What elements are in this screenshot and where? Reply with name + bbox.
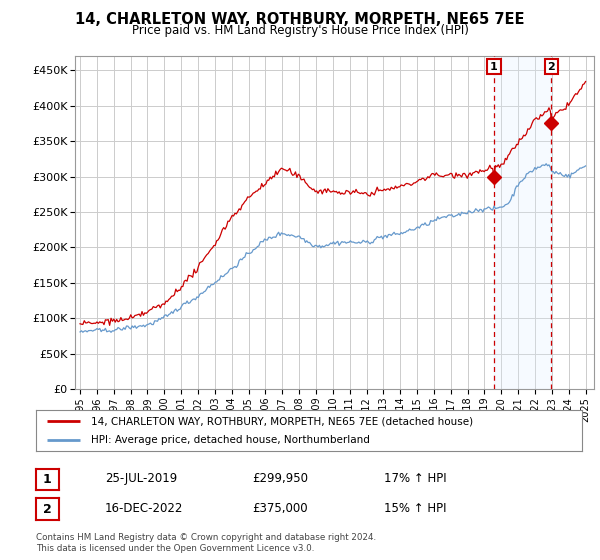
- Bar: [494, 56, 551, 389]
- Text: 15% ↑ HPI: 15% ↑ HPI: [384, 502, 446, 515]
- Text: 16-DEC-2022: 16-DEC-2022: [105, 502, 184, 515]
- Text: 1: 1: [43, 473, 52, 486]
- Text: 14, CHARLETON WAY, ROTHBURY, MORPETH, NE65 7EE (detached house): 14, CHARLETON WAY, ROTHBURY, MORPETH, NE…: [91, 417, 473, 426]
- Text: Price paid vs. HM Land Registry's House Price Index (HPI): Price paid vs. HM Land Registry's House …: [131, 24, 469, 37]
- Text: £375,000: £375,000: [252, 502, 308, 515]
- Text: 2: 2: [43, 502, 52, 516]
- Text: Contains HM Land Registry data © Crown copyright and database right 2024.
This d: Contains HM Land Registry data © Crown c…: [36, 533, 376, 553]
- Text: HPI: Average price, detached house, Northumberland: HPI: Average price, detached house, Nort…: [91, 435, 370, 445]
- Text: 17% ↑ HPI: 17% ↑ HPI: [384, 472, 446, 486]
- Text: 14, CHARLETON WAY, ROTHBURY, MORPETH, NE65 7EE: 14, CHARLETON WAY, ROTHBURY, MORPETH, NE…: [75, 12, 525, 27]
- Text: 2: 2: [547, 62, 555, 72]
- Text: 1: 1: [490, 62, 498, 72]
- Text: £299,950: £299,950: [252, 472, 308, 486]
- Text: 25-JUL-2019: 25-JUL-2019: [105, 472, 177, 486]
